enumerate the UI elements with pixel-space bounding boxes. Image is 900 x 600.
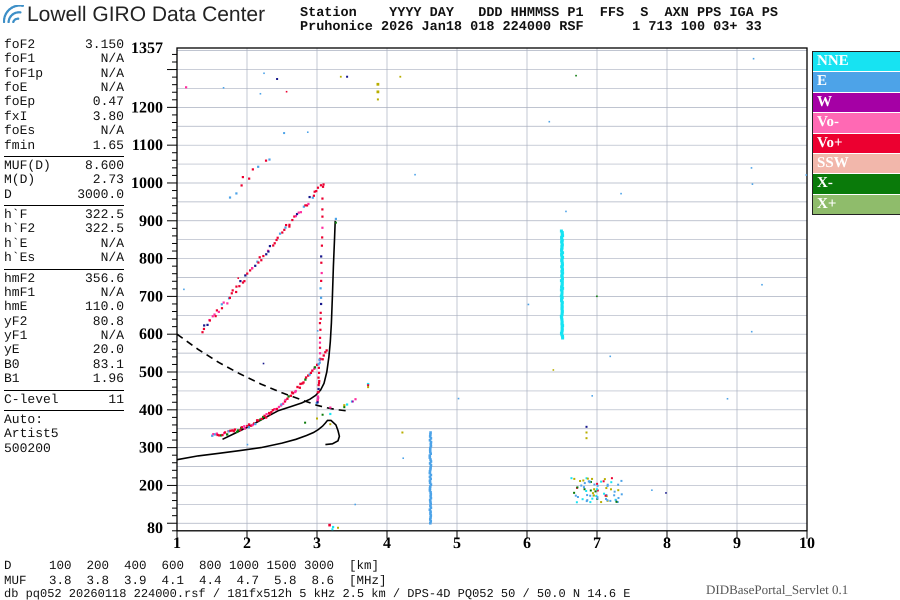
svg-text:80: 80 [147,520,163,537]
svg-text:500: 500 [139,364,163,381]
svg-text:300: 300 [139,440,163,457]
svg-text:1: 1 [173,535,181,552]
svg-text:900: 900 [139,213,163,230]
svg-text:7: 7 [593,535,601,552]
svg-text:8: 8 [663,535,671,552]
svg-text:1100: 1100 [132,137,163,154]
svg-text:800: 800 [139,251,163,268]
svg-text:1357: 1357 [131,40,163,57]
svg-text:2: 2 [243,535,251,552]
svg-text:9: 9 [733,535,741,552]
svg-text:1000: 1000 [131,175,163,192]
svg-text:5: 5 [453,535,461,552]
svg-text:6: 6 [523,535,531,552]
svg-text:3: 3 [313,535,321,552]
svg-text:1200: 1200 [131,99,163,116]
svg-text:200: 200 [139,477,163,494]
svg-text:4: 4 [383,535,391,552]
svg-text:600: 600 [139,326,163,343]
svg-text:400: 400 [139,402,163,419]
svg-text:700: 700 [139,288,163,305]
svg-text:10: 10 [799,535,815,552]
